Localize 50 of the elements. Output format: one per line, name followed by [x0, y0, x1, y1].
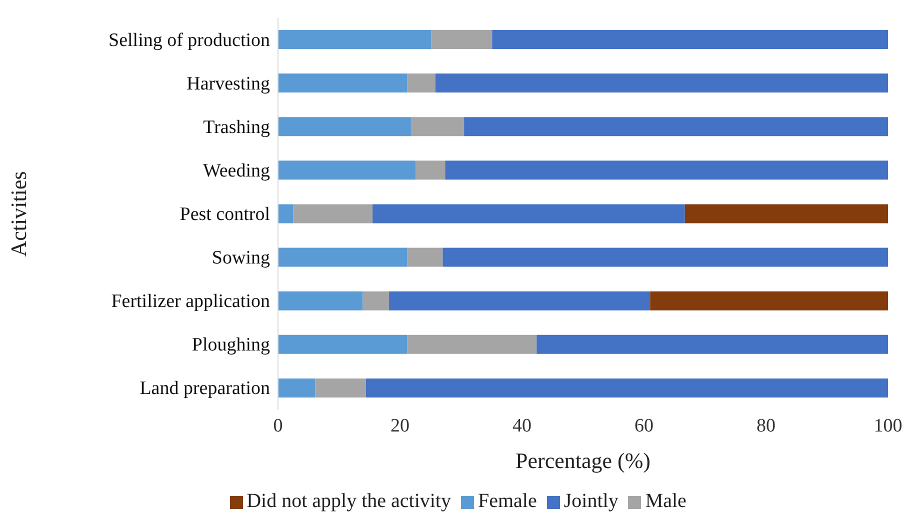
y-tick-label: Ploughing	[192, 334, 270, 356]
bar	[278, 204, 294, 224]
bar	[362, 291, 390, 310]
bar	[492, 30, 888, 49]
y-tick-label: Land preparation	[140, 378, 270, 400]
bar	[278, 30, 432, 49]
bar	[536, 334, 888, 354]
bar	[431, 30, 492, 49]
legend-label: Did not apply the activity	[246, 490, 451, 512]
bar	[278, 248, 408, 267]
bar	[650, 291, 888, 310]
bar	[410, 117, 464, 136]
y-tick-label: Sowing	[212, 248, 270, 269]
bar	[278, 117, 411, 136]
bar	[278, 160, 416, 180]
x-tick-label: 0	[273, 415, 283, 436]
bar	[293, 204, 373, 224]
x-axis-title: Percentage (%)	[516, 448, 650, 473]
bar	[416, 160, 446, 180]
legend-label: Female	[478, 490, 537, 512]
y-tick-label: Pest control	[180, 204, 270, 225]
bar	[442, 248, 888, 267]
bar	[278, 334, 408, 354]
bar	[435, 74, 888, 93]
bar	[684, 204, 888, 224]
bar	[278, 378, 316, 398]
x-tick-label: 60	[634, 415, 654, 436]
legend-label: Male	[645, 490, 686, 512]
x-tick-label: 80	[756, 415, 776, 436]
y-tick-label: Fertilizer application	[111, 291, 270, 312]
bar	[372, 204, 685, 224]
bar	[464, 117, 888, 136]
bar	[407, 248, 443, 267]
bar	[389, 291, 650, 310]
bar	[315, 378, 366, 398]
bar	[278, 74, 408, 93]
y-tick-label: Trashing	[203, 116, 270, 138]
y-tick-label: Selling of production	[108, 30, 270, 51]
x-tick-label: 20	[390, 415, 410, 436]
x-tick-label: 100	[874, 415, 902, 436]
y-tick-label: Harvesting	[186, 73, 270, 94]
bar	[407, 74, 436, 93]
bar	[366, 378, 888, 398]
bar	[278, 291, 363, 310]
bar	[445, 160, 888, 180]
bar	[407, 334, 537, 354]
y-tick-label: Weeding	[202, 160, 270, 182]
legend-label: Jointly	[564, 490, 618, 512]
y-axis-title: Activities	[6, 171, 31, 257]
x-tick-label: 40	[512, 415, 532, 436]
